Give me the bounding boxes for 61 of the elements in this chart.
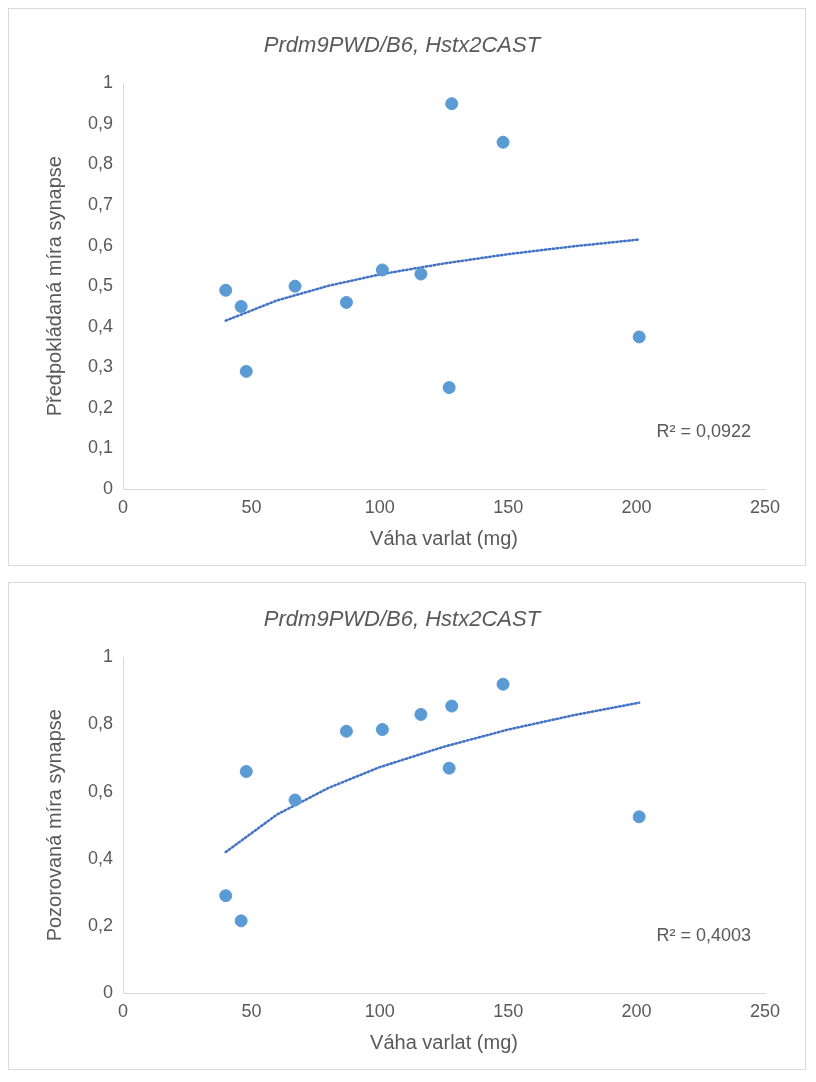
annotation: R² = 0,0922 [656, 421, 751, 441]
y-tick-label: 0,8 [87, 153, 113, 174]
x-tick-label: 200 [621, 1000, 652, 1021]
x-tick-label: 50 [241, 1000, 262, 1021]
y-axis-title: Pozorovaná míra synapse [42, 709, 65, 942]
y-tick-label: 0,9 [87, 112, 113, 133]
point [219, 889, 233, 903]
point [632, 810, 646, 824]
y-tick-label: 0,2 [87, 396, 113, 417]
x-tick-label: 0 [117, 496, 129, 517]
point [239, 364, 253, 378]
y-tick-label: 0 [102, 981, 113, 1002]
point [442, 761, 456, 775]
y-axis-title: Předpokládaná míra synapse [42, 156, 65, 417]
point [239, 765, 253, 778]
y-tick-label: 1 [102, 646, 113, 667]
y-tick-label: 0,3 [87, 356, 113, 377]
line-series [224, 238, 641, 322]
point [414, 267, 428, 281]
annotation: R² = 0,4003 [656, 925, 751, 945]
y-tick-label: 0,8 [87, 713, 113, 734]
y-tick-label: 0,6 [87, 234, 113, 255]
point [234, 299, 248, 313]
y-tick-label: 0,2 [87, 914, 113, 935]
x-tick-label: 100 [364, 496, 395, 517]
y-tick-label: 0,4 [87, 847, 113, 868]
point [445, 699, 459, 713]
point [496, 677, 510, 691]
point [496, 135, 510, 149]
point [288, 279, 302, 293]
point [288, 793, 302, 807]
point [219, 283, 233, 297]
point [234, 914, 248, 928]
y-tick-label: 0,6 [87, 780, 113, 801]
point [632, 330, 646, 344]
x-tick-label: 200 [621, 496, 652, 517]
chart-title: Prdm9PWD/B6, Hstx2CAST [263, 606, 542, 632]
x-tick-label: 150 [493, 1000, 524, 1021]
x-tick-label: 250 [749, 496, 781, 517]
line-series [224, 701, 641, 854]
y-tick-label: 0 [102, 477, 113, 498]
point [442, 381, 456, 395]
point [339, 724, 353, 738]
point [414, 707, 428, 721]
x-tick-label: 250 [749, 1000, 781, 1021]
y-tick-label: 0,1 [87, 437, 113, 458]
x-tick-label: 50 [241, 496, 262, 517]
x-axis-title: Váha varlat (mg) [370, 1030, 518, 1053]
x-tick-label: 0 [117, 1000, 129, 1021]
point [339, 295, 353, 309]
y-tick-label: 0,4 [87, 315, 113, 336]
x-axis-title: Váha varlat (mg) [370, 526, 518, 549]
y-tick-label: 0,5 [87, 275, 113, 296]
x-tick-label: 150 [493, 496, 524, 517]
y-tick-label: 1 [102, 72, 113, 93]
y-tick-label: 0,7 [87, 194, 113, 215]
point [445, 97, 459, 111]
point [375, 263, 389, 277]
chart-title: Prdm9PWD/B6, Hstx2CAST [263, 32, 542, 58]
point [375, 723, 389, 737]
x-tick-label: 100 [364, 1000, 395, 1021]
